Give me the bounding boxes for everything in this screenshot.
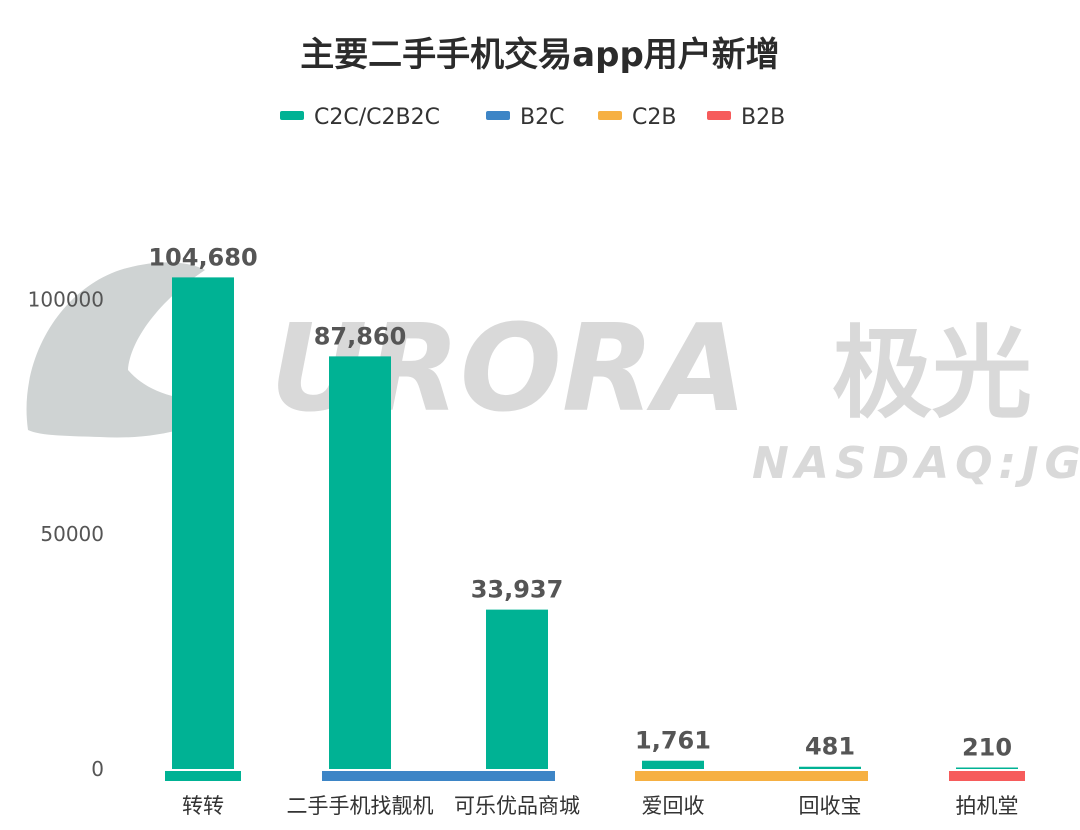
x-tick-label-5: 拍机堂 [956,794,1019,818]
watermark-sub: NASDAQ:JG [752,438,1080,489]
bar-5 [956,767,1018,769]
legend-label-2: C2B [632,105,676,130]
bar-4 [799,766,861,769]
legend-swatch-2 [598,111,622,120]
y-axis: 0 50000 100000 [28,287,104,781]
bars [172,277,1018,769]
y-tick-label-1: 50000 [40,522,104,546]
watermark-chinese: 极光 [832,315,1032,432]
watermark-logo-shape [26,262,231,438]
data-label-1: 87,860 [314,322,407,350]
data-label-0: 104,680 [148,243,257,271]
watermark: URORA 极光 NASDAQ:JG [26,262,1080,489]
bar-2 [486,609,548,769]
x-tick-label-3: 爱回收 [642,794,705,818]
y-tick-label-2: 100000 [28,287,104,311]
data-label-3: 1,761 [635,727,711,755]
bar-1 [329,356,391,769]
data-label-4: 481 [805,733,855,761]
x-tick-label-1: 二手手机找靓机 [287,794,434,818]
chart-title: 主要二手手机交易app用户新增 [300,35,780,75]
x-tick-label-2: 可乐优品商城 [454,794,580,818]
x-axis: 转转 二手手机找靓机 可乐优品商城 爱回收 回收宝 拍机堂 [182,794,1019,818]
data-labels: 104,680 87,860 33,937 1,761 481 210 [148,243,1012,761]
group-bar-3 [949,771,1025,781]
legend-swatch-1 [486,111,510,120]
bar-0 [172,277,234,769]
group-bar-0 [165,771,241,781]
bar-3 [642,760,704,769]
group-bar-2 [635,771,868,781]
x-tick-label-0: 转转 [182,794,224,818]
group-bar-1 [322,771,555,781]
legend-swatch-0 [280,111,304,120]
legend-label-1: B2C [520,105,564,130]
legend-label-0: C2C/C2B2C [314,105,440,130]
y-tick-label-0: 0 [91,757,104,781]
legend-label-3: B2B [741,105,785,130]
category-group-bars [165,771,1025,781]
legend: C2C/C2B2C B2C C2B B2B [280,105,785,130]
data-label-2: 33,937 [471,576,564,604]
x-tick-label-4: 回收宝 [799,794,862,818]
data-label-5: 210 [962,734,1012,762]
legend-swatch-3 [707,111,731,120]
